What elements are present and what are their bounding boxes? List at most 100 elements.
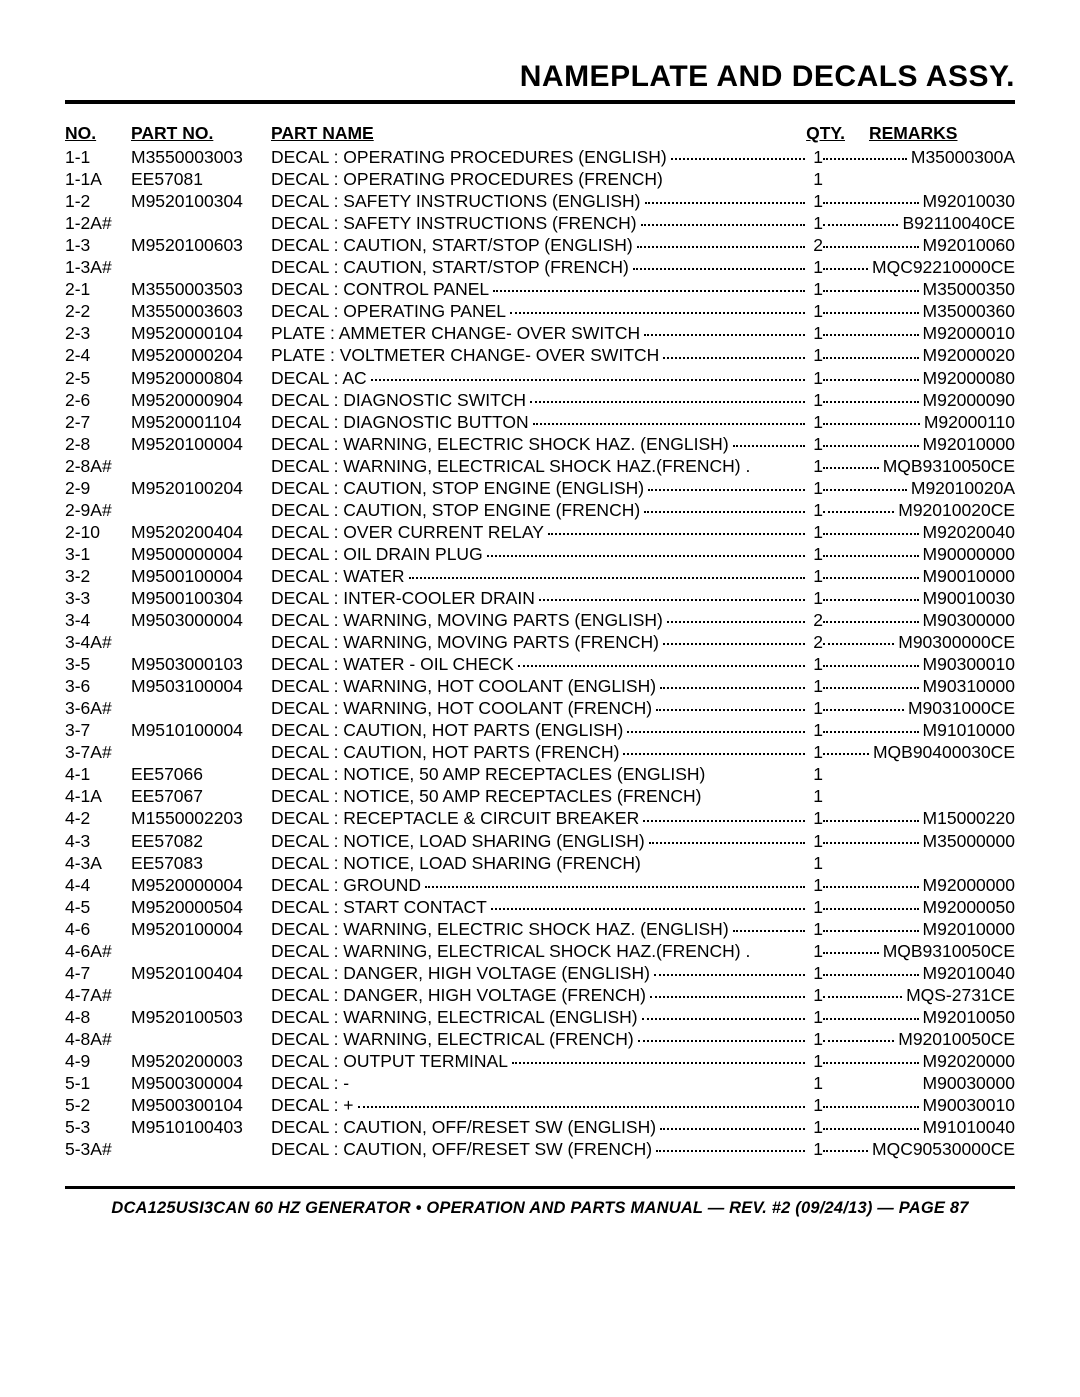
table-row: 3-2M9500100004DECAL : WATER1M90010000 (65, 565, 1015, 587)
leader-dots (663, 357, 805, 359)
remarks-text: M35000300A (911, 146, 1015, 168)
table-row: 4-1EE57066DECAL : NOTICE, 50 AMP RECEPTA… (65, 763, 1015, 785)
cell-remarks: M90010030 (823, 587, 1015, 609)
parts-table: NO. PART NO. PART NAME QTY. REMARKS 1-1M… (65, 122, 1015, 1160)
cell-name: DECAL : OPERATING PROCEDURES (ENGLISH) (271, 146, 667, 168)
table-row: 1-1M3550003003DECAL : OPERATING PROCEDUR… (65, 146, 1015, 168)
cell-no: 2-4 (65, 344, 131, 366)
cell-name: DECAL : RECEPTACLE & CIRCUIT BREAKER (271, 807, 639, 829)
cell-qty: 1 (809, 344, 823, 366)
remarks-text: M91010000 (923, 719, 1015, 741)
leader-dots (823, 1106, 919, 1108)
cell-remarks: M90300010 (823, 653, 1015, 675)
table-row: 4-8M9520100503DECAL : WARNING, ELECTRICA… (65, 1006, 1015, 1028)
leader-dots (823, 753, 869, 755)
cell-name: DECAL : OIL DRAIN PLUG (271, 543, 483, 565)
leader-dots (823, 511, 894, 513)
cell-remarks: M90010000 (823, 565, 1015, 587)
leader-dots (645, 202, 806, 204)
cell-name: DECAL : DANGER, HIGH VOLTAGE (FRENCH) (271, 984, 646, 1006)
leader-dots (733, 445, 805, 447)
remarks-text: M90300000 (923, 609, 1015, 631)
cell-remarks: M92010020CE (823, 499, 1015, 521)
cell-part: M9520100603 (131, 234, 271, 256)
cell-no: 3-3 (65, 587, 131, 609)
cell-remarks: M92010000 (823, 433, 1015, 455)
leader-dots (539, 599, 805, 601)
cell-qty: 2 (809, 234, 823, 256)
table-row: 2-2M3550003603DECAL : OPERATING PANEL1M3… (65, 300, 1015, 322)
table-row: 1-3M9520100603DECAL : CAUTION, START/STO… (65, 234, 1015, 256)
cell-remarks: M35000360 (823, 300, 1015, 322)
leader-dots (633, 268, 805, 270)
leader-dots (654, 974, 805, 976)
leader-dots (530, 401, 805, 403)
cell-name: DECAL : DANGER, HIGH VOLTAGE (ENGLISH) (271, 962, 650, 984)
leader-dots (823, 908, 919, 910)
table-row: 5-3A#DECAL : CAUTION, OFF/RESET SW (FREN… (65, 1138, 1015, 1160)
remarks-text: M92000080 (923, 367, 1015, 389)
cell-no: 3-5 (65, 653, 131, 675)
cell-part: M9500300004 (131, 1072, 271, 1094)
leader-dots (660, 687, 805, 689)
cell-name: DECAL : WARNING, ELECTRIC SHOCK HAZ. (EN… (271, 918, 729, 940)
leader-dots (823, 357, 919, 359)
cell-qty: 1 (809, 587, 823, 609)
leader-dots (823, 1150, 868, 1152)
cell-no: 2-1 (65, 278, 131, 300)
leader-dots (823, 930, 919, 932)
cell-remarks: M90310000 (823, 675, 1015, 697)
leader-dots (823, 621, 919, 623)
cell-qty: 1 (809, 918, 823, 940)
cell-name: DECAL : CAUTION, STOP ENGINE (ENGLISH) (271, 477, 644, 499)
table-row: 2-1M3550003503DECAL : CONTROL PANEL1M350… (65, 278, 1015, 300)
cell-qty: 1 (809, 190, 823, 212)
leader-dots (823, 158, 907, 160)
remarks-text: M92020040 (923, 521, 1015, 543)
cell-remarks: M92000110 (823, 411, 1015, 433)
cell-qty: 1 (809, 763, 823, 785)
cell-qty: 1 (809, 367, 823, 389)
cell-name: DECAL : WARNING, ELECTRICAL SHOCK HAZ.(F… (271, 940, 750, 962)
cell-name: DECAL : CAUTION, OFF/RESET SW (FRENCH) (271, 1138, 652, 1160)
cell-remarks: M90030010 (823, 1094, 1015, 1116)
leader-dots (638, 1040, 805, 1042)
cell-no: 2-8A# (65, 455, 131, 477)
table-row: 1-3A#DECAL : CAUTION, START/STOP (FRENCH… (65, 256, 1015, 278)
cell-name: DECAL : CAUTION, START/STOP (ENGLISH) (271, 234, 633, 256)
table-row: 5-2M9500300104DECAL : +1M90030010 (65, 1094, 1015, 1116)
remarks-text: M9031000CE (908, 697, 1015, 719)
table-header: NO. PART NO. PART NAME QTY. REMARKS (65, 122, 1015, 144)
leader-dots (644, 511, 805, 513)
cell-qty: 1 (809, 940, 823, 962)
cell-no: 4-7A# (65, 984, 131, 1006)
cell-name: DECAL : DIAGNOSTIC SWITCH (271, 389, 526, 411)
cell-remarks: MQB9310050CE (823, 940, 1015, 962)
leader-dots (512, 1062, 805, 1064)
leader-dots (733, 930, 805, 932)
leader-dots (671, 158, 805, 160)
cell-qty: 1 (809, 675, 823, 697)
cell-qty: 1 (809, 874, 823, 896)
table-row: 3-3M9500100304DECAL : INTER-COOLER DRAIN… (65, 587, 1015, 609)
leader-dots (823, 599, 919, 601)
leader-dots (823, 290, 919, 292)
leader-dots (823, 1062, 919, 1064)
leader-dots (823, 577, 919, 579)
leader-dots (425, 886, 805, 888)
remarks-text: M92000020 (923, 344, 1015, 366)
cell-part: EE57067 (131, 785, 271, 807)
cell-no: 1-3A# (65, 256, 131, 278)
remarks-text: M92000010 (923, 322, 1015, 344)
cell-name: DECAL : OPERATING PROCEDURES (FRENCH) (271, 168, 663, 190)
cell-qty: 1 (809, 477, 823, 499)
cell-remarks: MQC92210000CE (823, 256, 1015, 278)
remarks-text: M90310000 (923, 675, 1015, 697)
cell-part: M9500100304 (131, 587, 271, 609)
leader-dots (637, 246, 805, 248)
cell-qty: 1 (809, 896, 823, 918)
leader-dots (358, 1106, 805, 1108)
cell-part: M9520001104 (131, 411, 271, 433)
table-row: 4-4M9520000004DECAL : GROUND1M92000000 (65, 874, 1015, 896)
cell-qty: 1 (809, 962, 823, 984)
